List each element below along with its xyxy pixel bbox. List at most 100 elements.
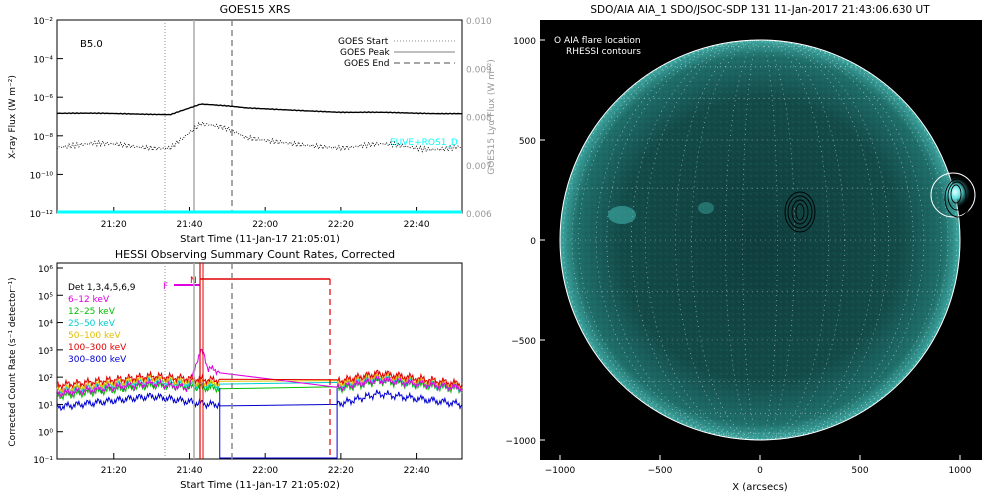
hessi-legend-1: 12–25 keV: [68, 307, 116, 317]
goes-short-series: [56, 121, 462, 153]
goes-plot-area: [56, 19, 463, 214]
goes-y2tick-label: 0.009: [466, 65, 492, 75]
aia-title: SDO/AIA AIA_1 SDO/JSOC-SDP 131 11-Jan-20…: [590, 4, 930, 16]
goes-x-ticks: 21:20 21:40 22:00 22:20 22:40: [101, 207, 430, 230]
hessi-x-ticks: 21:20 21:40 22:00 22:20 22:40: [101, 453, 430, 476]
goes-legend-end: GOES End: [344, 59, 389, 69]
hessi-xtick-label: 22:40: [404, 466, 430, 476]
hessi-legend-5: 300–800 keV: [68, 355, 127, 365]
goes-ytick-label: 10⁻¹⁰: [30, 171, 54, 181]
hessi-legend-0: 6–12 keV: [68, 295, 110, 305]
goes-ytick-label: 10⁻¹²: [30, 210, 54, 220]
goes-y2tick-label: 0.007: [466, 162, 492, 172]
hessi-series-0: [56, 348, 463, 399]
aia-x-label: X (arcsecs): [732, 482, 788, 493]
hessi-y-label: Corrected Count Rate (s⁻¹ detector⁻¹): [8, 277, 18, 446]
goes-y2-ticks: 0.010 0.009 0.008 0.007 0.006: [466, 17, 492, 220]
aia-xtick-label: 500: [851, 466, 868, 476]
hessi-ytick-label: 10¹: [38, 401, 53, 411]
flare-glow: [939, 176, 971, 208]
hessi-plot-area: [56, 262, 463, 460]
rhessi-limb-contour-3: [944, 178, 972, 218]
aia-legend-rhessi: RHESSI contours: [566, 47, 641, 57]
grid-meridian: [742, 39, 778, 441]
goes-xtick-label: 22:00: [252, 220, 278, 230]
goes-panel: GOES15 XRS 10⁻² 10⁻⁴ 10⁻⁶ 10⁻⁸ 10⁻¹⁰ 10⁻¹² 0.…: [8, 3, 497, 245]
rhessi-limb-contour-1: [950, 184, 962, 204]
hessi-ytick-label: 10⁶: [38, 265, 53, 275]
hessi-series-group: [56, 348, 463, 459]
aia-ytick-label: 0: [530, 237, 536, 247]
goes-legend: GOES Start GOES Peak GOES End: [338, 37, 455, 69]
goes-y-ticks: 10⁻² 10⁻⁴ 10⁻⁶ 10⁻⁸ 10⁻¹⁰ 10⁻¹²: [30, 17, 63, 220]
hessi-ytick-label: 10²: [38, 374, 53, 384]
hessi-series-5: [56, 389, 463, 412]
hessi-legend-4: 100–300 keV: [68, 343, 127, 353]
aia-panel: SDO/AIA AIA_1 SDO/JSOC-SDP 131 11-Jan-20…: [506, 4, 982, 493]
hessi-ytick-label: 10³: [38, 347, 53, 357]
hessi-ytick-label: 10⁰: [38, 429, 53, 439]
goes-y-label: X-ray Flux (W m⁻²): [8, 75, 18, 159]
grid-meridian: [562, 39, 958, 441]
active-region-mid: [698, 202, 714, 214]
hessi-ytick-label: 10⁵: [38, 292, 53, 302]
goes-xtick-label: 21:20: [101, 220, 127, 230]
grid-meridian: [595, 39, 925, 441]
grid-meridian: [571, 39, 949, 441]
goes-y2tick-label: 0.010: [466, 17, 492, 27]
hessi-flag-f: F: [163, 282, 168, 292]
hessi-xtick-label: 21:40: [177, 466, 203, 476]
hessi-xtick-label: 22:20: [328, 466, 354, 476]
aia-xtick-label: 0: [757, 466, 763, 476]
goes-euve-label: EUVE+ROS1_D: [390, 138, 458, 148]
hessi-legend: Det 1,3,4,5,6,9 6–12 keV 12–25 keV 25–50…: [68, 283, 136, 365]
aia-x-ticks: −1000 −500 0 500 1000: [545, 455, 972, 476]
hessi-series-4: [56, 369, 463, 391]
rhessi-limb-contour-2: [947, 181, 967, 211]
goes-ytick-label: 10⁻²: [33, 17, 53, 27]
sun-limb: [559, 39, 961, 441]
goes-xtick-label: 22:40: [404, 220, 430, 230]
goes-legend-peak: GOES Peak: [340, 48, 390, 58]
hessi-xtick-label: 22:00: [252, 466, 278, 476]
hessi-y-ticks: 10⁶ 10⁵ 10⁴ 10³ 10² 10¹ 10⁰ 10⁻¹: [33, 265, 63, 466]
goes-x-label: Start Time (11-Jan-17 21:05:01): [180, 234, 340, 245]
rhessi-contours-disk: [784, 191, 816, 233]
goes-xtick-label: 22:20: [328, 220, 354, 230]
goes-title: GOES15 XRS: [220, 3, 291, 16]
active-region-east: [608, 206, 636, 224]
aia-ytick-label: 1000: [513, 37, 536, 47]
aia-xtick-label: −500: [648, 466, 673, 476]
hessi-x-label: Start Time (11-Jan-17 21:05:02): [180, 480, 340, 491]
goes-ytick-label: 10⁻⁴: [33, 56, 53, 66]
rhessi-disk-contour-1: [795, 203, 805, 221]
goes-legend-start: GOES Start: [338, 37, 389, 47]
hessi-xtick-label: 21:20: [101, 466, 127, 476]
hessi-panel: HESSI Observing Summary Count Rates, Cor…: [8, 248, 463, 491]
goes-class-label: B5.0: [80, 39, 103, 50]
rhessi-disk-contour-3: [787, 195, 813, 229]
hessi-ytick-label: 10⁴: [38, 320, 53, 330]
goes-y2tick-label: 0.006: [466, 210, 492, 220]
rhessi-disk-contour-2: [791, 199, 809, 225]
aia-flare-location-circle: [930, 172, 976, 218]
aia-legend-flare: O AIA flare location: [554, 36, 641, 46]
aia-xtick-label: 1000: [949, 466, 972, 476]
goes-ytick-label: 10⁻⁸: [33, 133, 53, 143]
goes-y2tick-label: 0.008: [466, 114, 492, 124]
hessi-title: HESSI Observing Summary Count Rates, Cor…: [115, 248, 395, 261]
goes-y2-label: GOES15 Lyα Flux (W m⁻²): [487, 59, 497, 175]
aia-y-ticks: 1000 500 0 −500 −1000: [506, 37, 545, 447]
goes-xtick-label: 21:40: [177, 220, 203, 230]
goes-ytick-label: 10⁻⁶: [33, 94, 53, 104]
rhessi-disk-contour-4: [784, 191, 816, 233]
aia-xtick-label: −1000: [545, 466, 576, 476]
aia-ytick-label: −500: [511, 337, 536, 347]
aia-ytick-label: 500: [519, 137, 536, 147]
rhessi-contours-limb: [944, 178, 972, 218]
hessi-ytick-label: 10⁻¹: [33, 456, 53, 466]
aia-ytick-label: −1000: [506, 437, 537, 447]
hessi-legend-3: 50–100 keV: [68, 331, 121, 341]
goes-long-series: [56, 103, 462, 116]
